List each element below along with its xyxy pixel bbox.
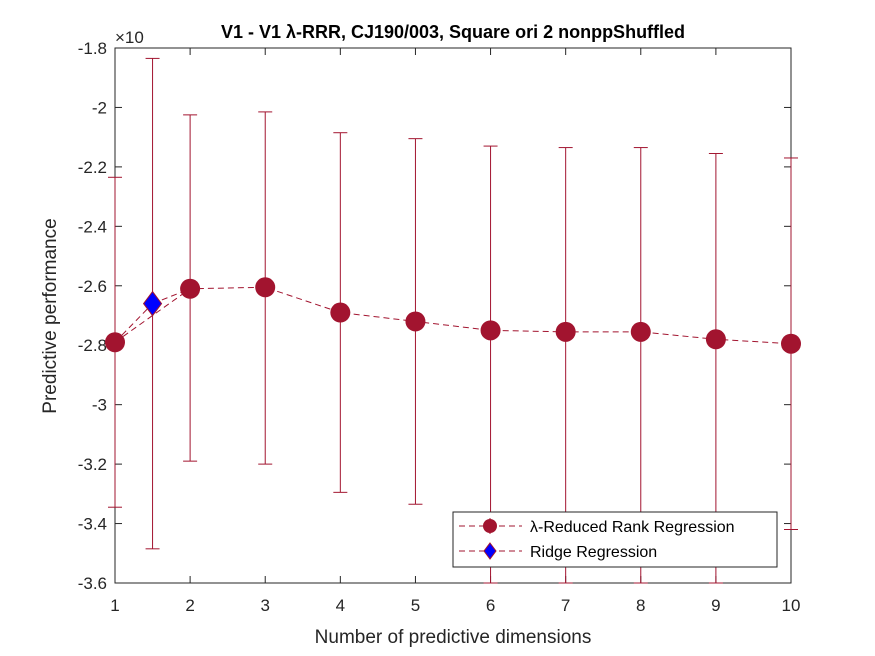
- legend-label-rrr: λ-Reduced Rank Regression: [530, 519, 735, 536]
- y-axis-label: Predictive performance: [40, 218, 61, 413]
- series-layer: [105, 57, 801, 584]
- data-point-0-1: [180, 278, 201, 299]
- series-line-0: [114, 286, 792, 345]
- x-axis-label: Number of predictive dimensions: [315, 627, 592, 648]
- y-tick-labels: -3.6 -3.4 -3.2 -3 -2.8 -2.6 -2.4 -2.2 -2 -1.8: [78, 39, 107, 593]
- y-tick-label-4: -2.8: [78, 336, 107, 355]
- data-point-0-0: [105, 332, 125, 353]
- y-tick-label-0: -3.6: [78, 574, 107, 593]
- chart-title: V1 - V1 λ-RRR, CJ190/003, Square ori 2 n…: [221, 22, 685, 42]
- y-tick-label-8: -2: [92, 98, 107, 117]
- data-point-0-9: [781, 333, 801, 354]
- x-tick-label-10: 10: [782, 596, 801, 615]
- data-point-0-5: [480, 320, 501, 341]
- x-tick-label-4: 4: [336, 596, 345, 615]
- y-tick-label-3: -3: [92, 396, 107, 415]
- x-tick-label-3: 3: [260, 596, 269, 615]
- legend-marker-ridge: [483, 542, 497, 560]
- y-exponent-label: ×10: [115, 28, 144, 47]
- x-tick-labels: 1 2 3 4 5 6 7 8 9 10: [110, 596, 800, 615]
- legend-box: [452, 511, 778, 568]
- y-tick-label-9: -1.8: [78, 39, 107, 58]
- y-tick-label-6: -2.4: [78, 217, 107, 236]
- legend: λ-Reduced Rank Regression Ridge Regressi…: [452, 511, 778, 568]
- y-tick-label-5: -2.6: [78, 277, 107, 296]
- data-point-0-2: [255, 277, 276, 298]
- y-tick-label-7: -2.2: [78, 158, 107, 177]
- x-tick-label-1: 1: [110, 596, 119, 615]
- x-tick-label-5: 5: [411, 596, 420, 615]
- plot-area: [114, 47, 792, 584]
- data-point-0-4: [405, 311, 426, 332]
- data-point-0-6: [555, 321, 576, 342]
- legend-label-ridge: Ridge Regression: [530, 544, 657, 561]
- x-tick-label-9: 9: [711, 596, 720, 615]
- ridge-connector-line: [114, 303, 153, 343]
- x-tick-label-7: 7: [561, 596, 570, 615]
- data-point-0-3: [330, 302, 351, 323]
- x-tick-label-8: 8: [636, 596, 645, 615]
- data-point-0-8: [705, 329, 726, 350]
- y-tick-label-1: -3.4: [78, 515, 107, 534]
- legend-marker-rrr: [483, 519, 497, 533]
- x-tick-label-2: 2: [185, 596, 194, 615]
- data-point-1-0: [142, 290, 163, 317]
- x-tick-label-6: 6: [486, 596, 495, 615]
- data-point-0-7: [630, 321, 651, 342]
- y-tick-label-2: -3.2: [78, 455, 107, 474]
